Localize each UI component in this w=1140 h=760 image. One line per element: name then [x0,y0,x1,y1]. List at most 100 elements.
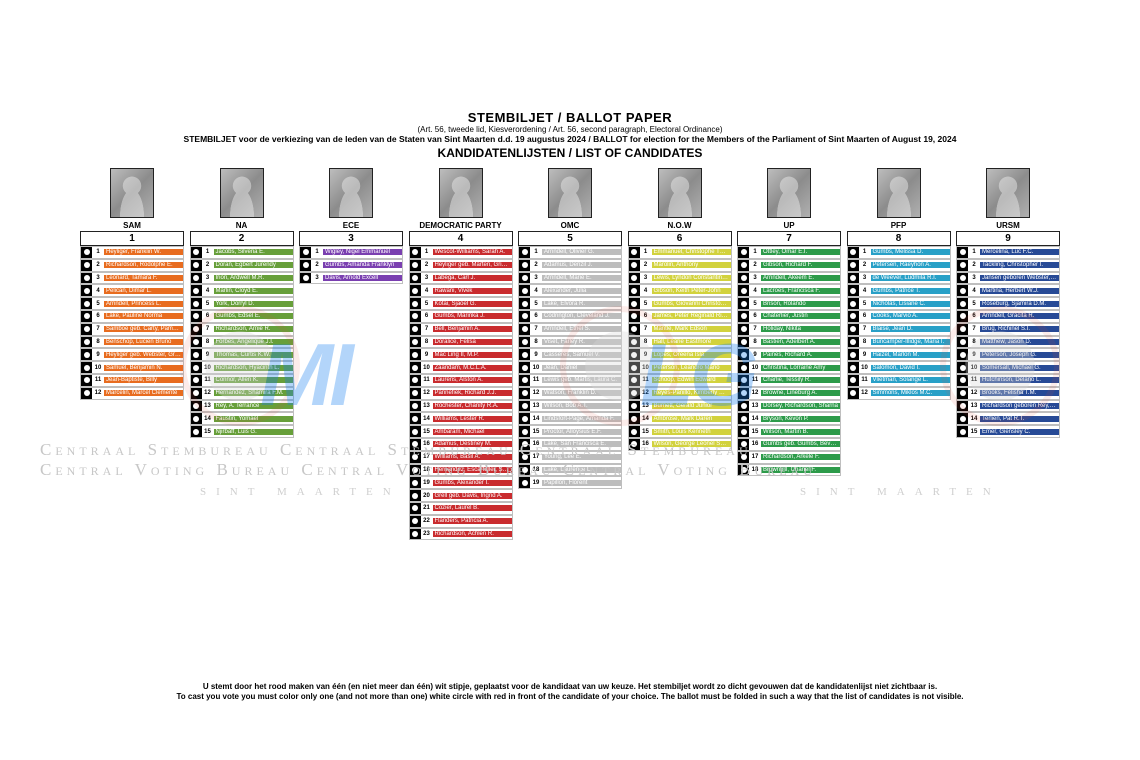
vote-circle-cell[interactable] [629,426,640,437]
vote-circle-cell[interactable] [957,324,968,335]
vote-circle-cell[interactable] [629,337,640,348]
vote-circle-cell[interactable] [410,349,421,360]
vote-circle-cell[interactable] [738,260,749,271]
vote-circle-cell[interactable] [629,388,640,399]
vote-circle-cell[interactable] [81,247,92,258]
vote-circle-cell[interactable] [519,413,530,424]
vote-circle-cell[interactable] [410,311,421,322]
vote-circle-cell[interactable] [191,337,202,348]
vote-circle-cell[interactable] [410,490,421,501]
vote-circle-cell[interactable] [300,247,311,258]
vote-circle-cell[interactable] [410,503,421,514]
vote-circle-cell[interactable] [519,298,530,309]
vote-circle-cell[interactable] [738,362,749,373]
vote-circle-cell[interactable] [629,311,640,322]
vote-circle-cell[interactable] [629,439,640,450]
vote-circle-cell[interactable] [410,388,421,399]
vote-circle-cell[interactable] [519,465,530,476]
vote-circle-cell[interactable] [191,298,202,309]
vote-circle-cell[interactable] [300,260,311,271]
vote-circle-cell[interactable] [848,311,859,322]
vote-circle-cell[interactable] [738,349,749,360]
vote-circle-cell[interactable] [519,337,530,348]
vote-circle-cell[interactable] [957,285,968,296]
vote-circle-cell[interactable] [410,452,421,463]
vote-circle-cell[interactable] [519,349,530,360]
vote-circle-cell[interactable] [629,349,640,360]
vote-circle-cell[interactable] [519,324,530,335]
vote-circle-cell[interactable] [629,260,640,271]
vote-circle-cell[interactable] [957,426,968,437]
vote-circle-cell[interactable] [738,375,749,386]
vote-circle-cell[interactable] [410,260,421,271]
vote-circle-cell[interactable] [848,298,859,309]
vote-circle-cell[interactable] [191,247,202,258]
vote-circle-cell[interactable] [519,311,530,322]
vote-circle-cell[interactable] [81,260,92,271]
vote-circle-cell[interactable] [519,477,530,488]
vote-circle-cell[interactable] [957,298,968,309]
vote-circle-cell[interactable] [410,247,421,258]
vote-circle-cell[interactable] [957,273,968,284]
vote-circle-cell[interactable] [191,426,202,437]
vote-circle-cell[interactable] [191,349,202,360]
vote-circle-cell[interactable] [848,362,859,373]
vote-circle-cell[interactable] [81,324,92,335]
vote-circle-cell[interactable] [629,401,640,412]
vote-circle-cell[interactable] [629,324,640,335]
vote-circle-cell[interactable] [410,516,421,527]
vote-circle-cell[interactable] [519,426,530,437]
vote-circle-cell[interactable] [519,362,530,373]
vote-circle-cell[interactable] [300,273,311,284]
vote-circle-cell[interactable] [410,413,421,424]
vote-circle-cell[interactable] [519,452,530,463]
vote-circle-cell[interactable] [81,362,92,373]
vote-circle-cell[interactable] [738,298,749,309]
vote-circle-cell[interactable] [738,413,749,424]
vote-circle-cell[interactable] [191,375,202,386]
vote-circle-cell[interactable] [738,452,749,463]
vote-circle-cell[interactable] [738,311,749,322]
vote-circle-cell[interactable] [410,426,421,437]
vote-circle-cell[interactable] [957,311,968,322]
vote-circle-cell[interactable] [848,324,859,335]
vote-circle-cell[interactable] [848,247,859,258]
vote-circle-cell[interactable] [191,413,202,424]
vote-circle-cell[interactable] [191,311,202,322]
vote-circle-cell[interactable] [191,362,202,373]
vote-circle-cell[interactable] [81,375,92,386]
vote-circle-cell[interactable] [81,311,92,322]
vote-circle-cell[interactable] [629,285,640,296]
vote-circle-cell[interactable] [629,375,640,386]
vote-circle-cell[interactable] [519,260,530,271]
vote-circle-cell[interactable] [81,298,92,309]
vote-circle-cell[interactable] [738,439,749,450]
vote-circle-cell[interactable] [410,285,421,296]
vote-circle-cell[interactable] [410,439,421,450]
vote-circle-cell[interactable] [410,337,421,348]
vote-circle-cell[interactable] [81,349,92,360]
vote-circle-cell[interactable] [629,273,640,284]
vote-circle-cell[interactable] [519,388,530,399]
vote-circle-cell[interactable] [738,273,749,284]
vote-circle-cell[interactable] [957,388,968,399]
vote-circle-cell[interactable] [848,388,859,399]
vote-circle-cell[interactable] [410,401,421,412]
vote-circle-cell[interactable] [191,388,202,399]
vote-circle-cell[interactable] [848,285,859,296]
vote-circle-cell[interactable] [738,337,749,348]
vote-circle-cell[interactable] [410,375,421,386]
vote-circle-cell[interactable] [410,298,421,309]
vote-circle-cell[interactable] [957,260,968,271]
vote-circle-cell[interactable] [629,298,640,309]
vote-circle-cell[interactable] [848,375,859,386]
vote-circle-cell[interactable] [81,388,92,399]
vote-circle-cell[interactable] [848,337,859,348]
vote-circle-cell[interactable] [957,375,968,386]
vote-circle-cell[interactable] [629,247,640,258]
vote-circle-cell[interactable] [519,273,530,284]
vote-circle-cell[interactable] [629,362,640,373]
vote-circle-cell[interactable] [848,260,859,271]
vote-circle-cell[interactable] [191,285,202,296]
vote-circle-cell[interactable] [738,401,749,412]
